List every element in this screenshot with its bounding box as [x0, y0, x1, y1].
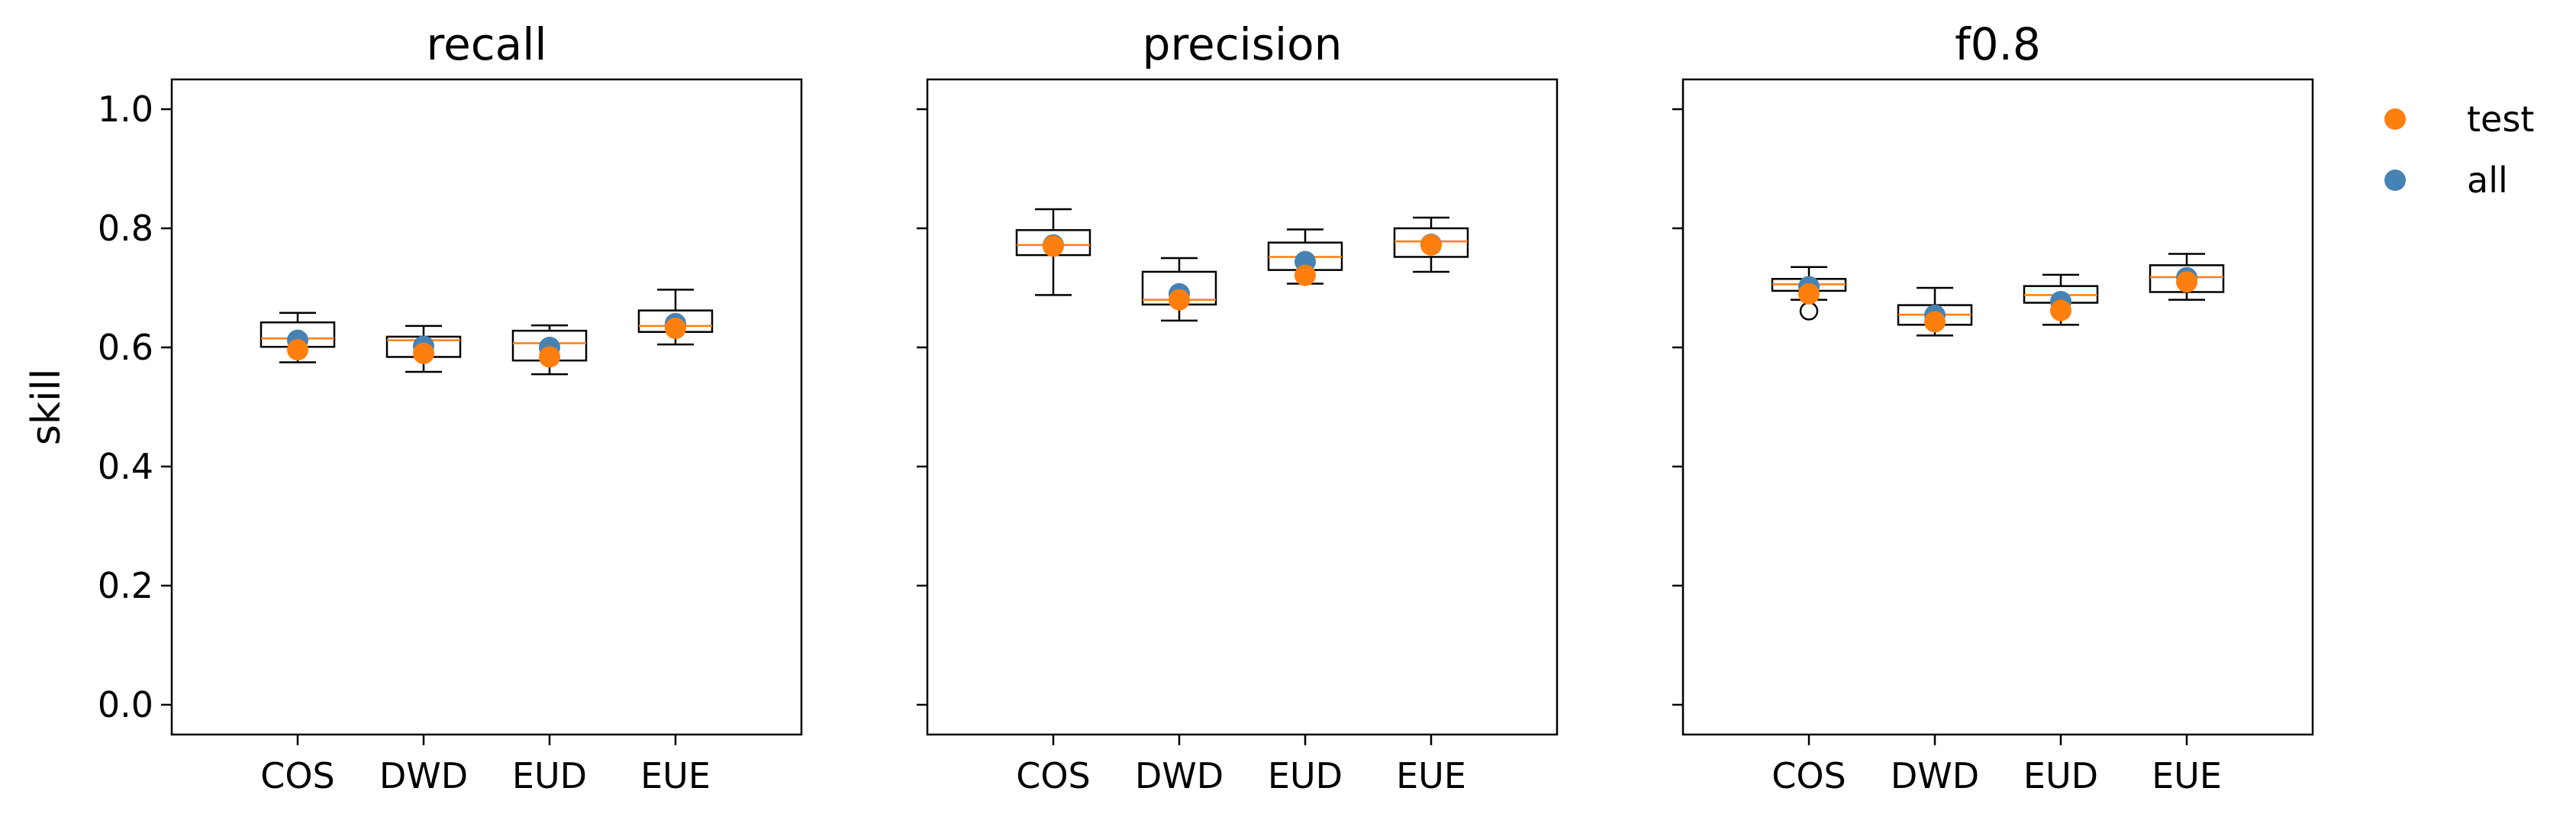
- x-tick-label: EUD: [1268, 755, 1343, 796]
- y-axis-label: skill: [24, 369, 69, 446]
- legend-marker-test: [2384, 108, 2406, 130]
- panel-title: precision: [1143, 18, 1343, 70]
- legend-marker-all: [2384, 170, 2406, 191]
- point-test: [665, 318, 686, 340]
- x-tick-label: EUE: [640, 755, 711, 796]
- plot-frame: [170, 78, 803, 736]
- point-test: [1294, 264, 1316, 286]
- point-test: [2176, 271, 2197, 293]
- x-tick-label: COS: [260, 755, 335, 796]
- y-tick-label: 0.4: [98, 446, 153, 487]
- point-test: [1043, 235, 1064, 257]
- x-tick-label: COS: [1772, 755, 1846, 796]
- panel-2: f0.8 COS DWD EUD EUE: [1672, 18, 2314, 796]
- x-tick-label: DWD: [1891, 755, 1979, 796]
- x-tick-label: EUE: [1396, 755, 1466, 796]
- point-test: [287, 339, 308, 361]
- point-test: [1420, 234, 1442, 256]
- x-tick-label: DWD: [1135, 755, 1224, 796]
- point-test: [539, 346, 560, 368]
- point-test: [413, 342, 434, 364]
- y-tick-label: 0.2: [98, 565, 153, 606]
- x-tick-label: COS: [1016, 755, 1091, 796]
- flier-point: [1799, 302, 1819, 321]
- panel-1: precision COS DWD EUD EUE: [917, 18, 1559, 796]
- plot-frame: [926, 78, 1559, 736]
- panel-title: recall: [427, 18, 547, 70]
- y-tick-label: 0.0: [98, 684, 153, 725]
- legend-label-test: test: [2467, 98, 2534, 140]
- legend: test all: [2384, 98, 2534, 201]
- box-iqr: [1393, 227, 1469, 258]
- point-test: [2050, 299, 2071, 321]
- point-test: [1798, 283, 1820, 305]
- y-tick-label: 1.0: [98, 89, 153, 130]
- legend-label-all: all: [2467, 160, 2508, 201]
- x-tick-label: EUE: [2152, 755, 2222, 796]
- y-tick-label: 0.6: [98, 327, 153, 368]
- x-tick-label: EUD: [512, 755, 587, 796]
- x-tick-label: EUD: [2023, 755, 2098, 796]
- point-test: [1169, 289, 1190, 311]
- y-tick-label: 0.8: [98, 208, 153, 249]
- point-test: [1924, 311, 1946, 333]
- panel-title: f0.8: [1955, 18, 2041, 70]
- panel-0: recall 0.0 0.2 0.4 0.6 0.8 1.0 skill COS DWD EUD EU…: [24, 18, 803, 796]
- plot-frame: [1681, 78, 2314, 736]
- x-tick-label: DWD: [379, 755, 468, 796]
